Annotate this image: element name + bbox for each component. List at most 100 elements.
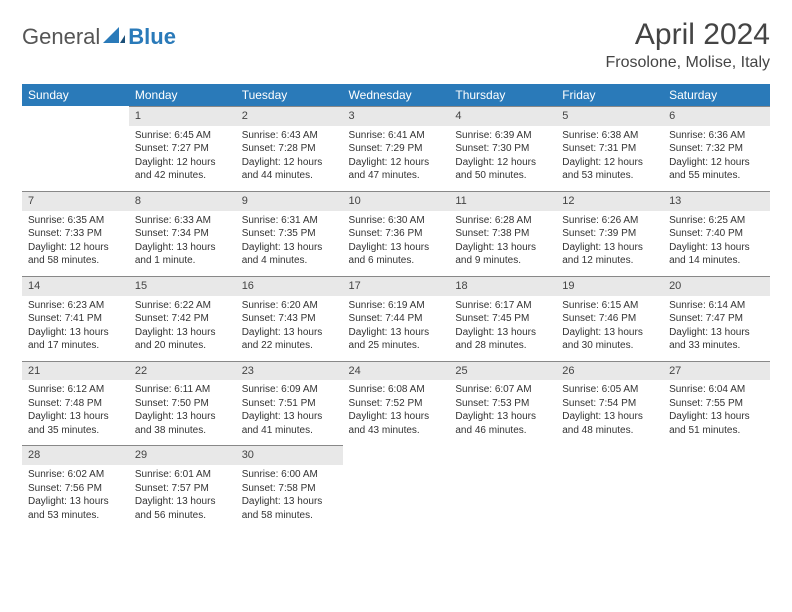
day-line-d2: and 35 minutes.	[28, 424, 123, 438]
day-number: 3	[343, 106, 450, 126]
day-line-d2: and 50 minutes.	[455, 169, 550, 183]
day-line-d2: and 6 minutes.	[349, 254, 444, 268]
logo-text-general: General	[22, 24, 100, 49]
day-line-d2: and 41 minutes.	[242, 424, 337, 438]
day-line-d1: Daylight: 13 hours	[562, 410, 657, 424]
day-number: 19	[556, 276, 663, 296]
calendar-day-cell: 15Sunrise: 6:22 AMSunset: 7:42 PMDayligh…	[129, 276, 236, 361]
day-number: 18	[449, 276, 556, 296]
calendar-day-cell: 24Sunrise: 6:08 AMSunset: 7:52 PMDayligh…	[343, 361, 450, 446]
day-content: Sunrise: 6:09 AMSunset: 7:51 PMDaylight:…	[236, 380, 343, 445]
calendar-week-row: 14Sunrise: 6:23 AMSunset: 7:41 PMDayligh…	[22, 276, 770, 361]
day-line-sr: Sunrise: 6:38 AM	[562, 129, 657, 143]
day-line-sr: Sunrise: 6:26 AM	[562, 214, 657, 228]
day-header: Wednesday	[343, 84, 450, 106]
day-line-sr: Sunrise: 6:36 AM	[669, 129, 764, 143]
day-line-d2: and 30 minutes.	[562, 339, 657, 353]
day-content: Sunrise: 6:45 AMSunset: 7:27 PMDaylight:…	[129, 126, 236, 191]
day-header: Friday	[556, 84, 663, 106]
header: General Blue April 2024 Frosolone, Molis…	[22, 18, 770, 72]
calendar-day-cell: 2Sunrise: 6:43 AMSunset: 7:28 PMDaylight…	[236, 106, 343, 191]
day-line-d2: and 48 minutes.	[562, 424, 657, 438]
day-content: Sunrise: 6:05 AMSunset: 7:54 PMDaylight:…	[556, 380, 663, 445]
day-line-ss: Sunset: 7:33 PM	[28, 227, 123, 241]
calendar-day-cell: 27Sunrise: 6:04 AMSunset: 7:55 PMDayligh…	[663, 361, 770, 446]
day-header: Saturday	[663, 84, 770, 106]
day-number: 20	[663, 276, 770, 296]
day-line-d2: and 43 minutes.	[349, 424, 444, 438]
day-line-ss: Sunset: 7:57 PM	[135, 482, 230, 496]
day-line-d1: Daylight: 13 hours	[455, 241, 550, 255]
day-content: Sunrise: 6:19 AMSunset: 7:44 PMDaylight:…	[343, 296, 450, 361]
day-content: Sunrise: 6:38 AMSunset: 7:31 PMDaylight:…	[556, 126, 663, 191]
day-number: 26	[556, 361, 663, 381]
day-line-ss: Sunset: 7:30 PM	[455, 142, 550, 156]
day-line-d2: and 38 minutes.	[135, 424, 230, 438]
day-line-d1: Daylight: 13 hours	[349, 241, 444, 255]
day-line-ss: Sunset: 7:31 PM	[562, 142, 657, 156]
day-number: 24	[343, 361, 450, 381]
day-content: Sunrise: 6:00 AMSunset: 7:58 PMDaylight:…	[236, 465, 343, 530]
day-number: 11	[449, 191, 556, 211]
day-line-sr: Sunrise: 6:25 AM	[669, 214, 764, 228]
day-line-d1: Daylight: 13 hours	[349, 326, 444, 340]
calendar-day-cell: 26Sunrise: 6:05 AMSunset: 7:54 PMDayligh…	[556, 361, 663, 446]
day-line-ss: Sunset: 7:43 PM	[242, 312, 337, 326]
day-line-sr: Sunrise: 6:41 AM	[349, 129, 444, 143]
day-line-d1: Daylight: 13 hours	[28, 495, 123, 509]
day-line-d1: Daylight: 13 hours	[242, 410, 337, 424]
day-line-sr: Sunrise: 6:19 AM	[349, 299, 444, 313]
day-line-d2: and 47 minutes.	[349, 169, 444, 183]
day-number: 7	[22, 191, 129, 211]
calendar-day-cell: 10Sunrise: 6:30 AMSunset: 7:36 PMDayligh…	[343, 191, 450, 276]
day-number: 17	[343, 276, 450, 296]
day-line-ss: Sunset: 7:38 PM	[455, 227, 550, 241]
day-content: Sunrise: 6:26 AMSunset: 7:39 PMDaylight:…	[556, 211, 663, 276]
day-line-ss: Sunset: 7:35 PM	[242, 227, 337, 241]
calendar-day-cell: 18Sunrise: 6:17 AMSunset: 7:45 PMDayligh…	[449, 276, 556, 361]
day-line-ss: Sunset: 7:47 PM	[669, 312, 764, 326]
day-number: 1	[129, 106, 236, 126]
calendar-day-cell: 11Sunrise: 6:28 AMSunset: 7:38 PMDayligh…	[449, 191, 556, 276]
calendar-day-cell: 5Sunrise: 6:38 AMSunset: 7:31 PMDaylight…	[556, 106, 663, 191]
day-number: 14	[22, 276, 129, 296]
day-number: 9	[236, 191, 343, 211]
day-line-sr: Sunrise: 6:05 AM	[562, 383, 657, 397]
calendar-day-cell: 14Sunrise: 6:23 AMSunset: 7:41 PMDayligh…	[22, 276, 129, 361]
day-number: 28	[22, 445, 129, 465]
title-block: April 2024 Frosolone, Molise, Italy	[605, 18, 770, 72]
day-line-ss: Sunset: 7:55 PM	[669, 397, 764, 411]
day-line-d1: Daylight: 13 hours	[562, 241, 657, 255]
day-line-sr: Sunrise: 6:43 AM	[242, 129, 337, 143]
logo-sail-icon	[103, 25, 125, 50]
day-content: Sunrise: 6:22 AMSunset: 7:42 PMDaylight:…	[129, 296, 236, 361]
day-line-d1: Daylight: 13 hours	[135, 410, 230, 424]
calendar-day-cell	[556, 445, 663, 530]
calendar-day-cell	[449, 445, 556, 530]
day-line-ss: Sunset: 7:34 PM	[135, 227, 230, 241]
day-content: Sunrise: 6:36 AMSunset: 7:32 PMDaylight:…	[663, 126, 770, 191]
day-line-sr: Sunrise: 6:11 AM	[135, 383, 230, 397]
day-line-sr: Sunrise: 6:08 AM	[349, 383, 444, 397]
day-number: 13	[663, 191, 770, 211]
day-content: Sunrise: 6:28 AMSunset: 7:38 PMDaylight:…	[449, 211, 556, 276]
day-line-d1: Daylight: 13 hours	[669, 410, 764, 424]
day-content: Sunrise: 6:31 AMSunset: 7:35 PMDaylight:…	[236, 211, 343, 276]
day-content: Sunrise: 6:33 AMSunset: 7:34 PMDaylight:…	[129, 211, 236, 276]
day-line-sr: Sunrise: 6:17 AM	[455, 299, 550, 313]
calendar-week-row: 21Sunrise: 6:12 AMSunset: 7:48 PMDayligh…	[22, 361, 770, 446]
calendar-day-cell: 16Sunrise: 6:20 AMSunset: 7:43 PMDayligh…	[236, 276, 343, 361]
day-line-sr: Sunrise: 6:33 AM	[135, 214, 230, 228]
day-line-ss: Sunset: 7:44 PM	[349, 312, 444, 326]
day-line-d2: and 46 minutes.	[455, 424, 550, 438]
day-line-sr: Sunrise: 6:12 AM	[28, 383, 123, 397]
calendar-day-cell: 13Sunrise: 6:25 AMSunset: 7:40 PMDayligh…	[663, 191, 770, 276]
location-subtitle: Frosolone, Molise, Italy	[605, 54, 770, 72]
day-line-d2: and 58 minutes.	[242, 509, 337, 523]
day-header: Tuesday	[236, 84, 343, 106]
day-line-ss: Sunset: 7:32 PM	[669, 142, 764, 156]
calendar-day-cell: 8Sunrise: 6:33 AMSunset: 7:34 PMDaylight…	[129, 191, 236, 276]
day-content: Sunrise: 6:07 AMSunset: 7:53 PMDaylight:…	[449, 380, 556, 445]
day-line-d1: Daylight: 13 hours	[242, 326, 337, 340]
day-number: 27	[663, 361, 770, 381]
